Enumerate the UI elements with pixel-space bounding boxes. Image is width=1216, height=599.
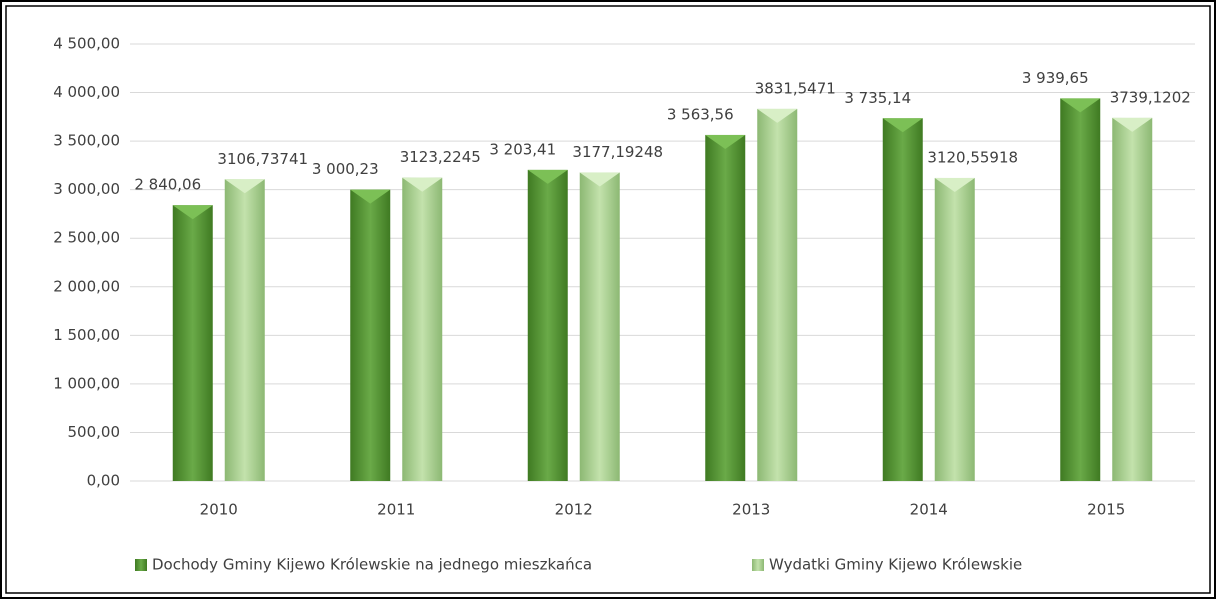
bar-cap <box>402 177 443 192</box>
data-label: 3123,2245 <box>400 148 481 166</box>
legend-label: Dochody Gminy Kijewo Królewskie na jedne… <box>152 556 592 574</box>
bar-cap <box>1060 98 1101 113</box>
y-tick-label: 1 500,00 <box>53 326 120 344</box>
x-tick-label: 2010 <box>200 501 238 519</box>
y-tick-label: 500,00 <box>68 423 121 441</box>
bar <box>1060 98 1101 482</box>
legend-swatch <box>752 559 764 571</box>
bar <box>579 172 620 482</box>
data-label: 3120,55918 <box>927 148 1018 166</box>
bar <box>527 169 568 481</box>
bar-cap <box>579 172 620 187</box>
data-label: 3831,5471 <box>755 79 836 97</box>
y-tick-label: 3 500,00 <box>53 132 120 150</box>
x-tick-label: 2014 <box>910 501 948 519</box>
x-tick-label: 2011 <box>377 501 415 519</box>
y-tick-label: 0,00 <box>87 472 120 490</box>
bar <box>882 118 923 482</box>
data-label: 2 840,06 <box>134 176 201 194</box>
y-tick-label: 1 000,00 <box>53 374 120 392</box>
y-tick-label: 2 000,00 <box>53 277 120 295</box>
bar <box>350 189 391 481</box>
bar-cap <box>882 118 923 133</box>
bar <box>402 177 443 481</box>
bar-cap <box>934 177 975 192</box>
bar <box>934 177 975 481</box>
y-tick-label: 2 500,00 <box>53 229 120 247</box>
y-tick-label: 4 500,00 <box>53 35 120 53</box>
bar <box>1112 117 1153 481</box>
bar-cap <box>705 134 746 149</box>
bar <box>705 134 746 482</box>
x-tick-label: 2015 <box>1087 501 1125 519</box>
bar-cap <box>527 169 568 184</box>
data-label: 3 735,14 <box>844 89 911 107</box>
x-tick-label: 2012 <box>555 501 593 519</box>
legend-swatch <box>135 559 147 571</box>
data-label: 3 939,65 <box>1022 69 1089 87</box>
data-label: 3 000,23 <box>312 160 379 178</box>
y-tick-label: 3 000,00 <box>53 180 120 198</box>
inner-border <box>5 5 1211 594</box>
data-label: 3739,1202 <box>1110 88 1191 106</box>
data-label: 3 563,56 <box>667 105 734 123</box>
data-label: 3 203,41 <box>489 140 556 158</box>
bar <box>757 108 798 481</box>
x-tick-label: 2013 <box>732 501 770 519</box>
bar <box>172 205 213 482</box>
bar-cap <box>172 205 213 220</box>
data-label: 3106,73741 <box>217 150 308 168</box>
bar <box>224 179 265 482</box>
bar-cap <box>757 108 798 123</box>
bar-cap <box>1112 117 1153 132</box>
y-tick-label: 4 000,00 <box>53 83 120 101</box>
legend-label: Wydatki Gminy Kijewo Królewskie <box>769 556 1022 574</box>
bar-cap <box>350 189 391 204</box>
bar-cap <box>224 179 265 194</box>
data-label: 3177,19248 <box>572 143 663 161</box>
